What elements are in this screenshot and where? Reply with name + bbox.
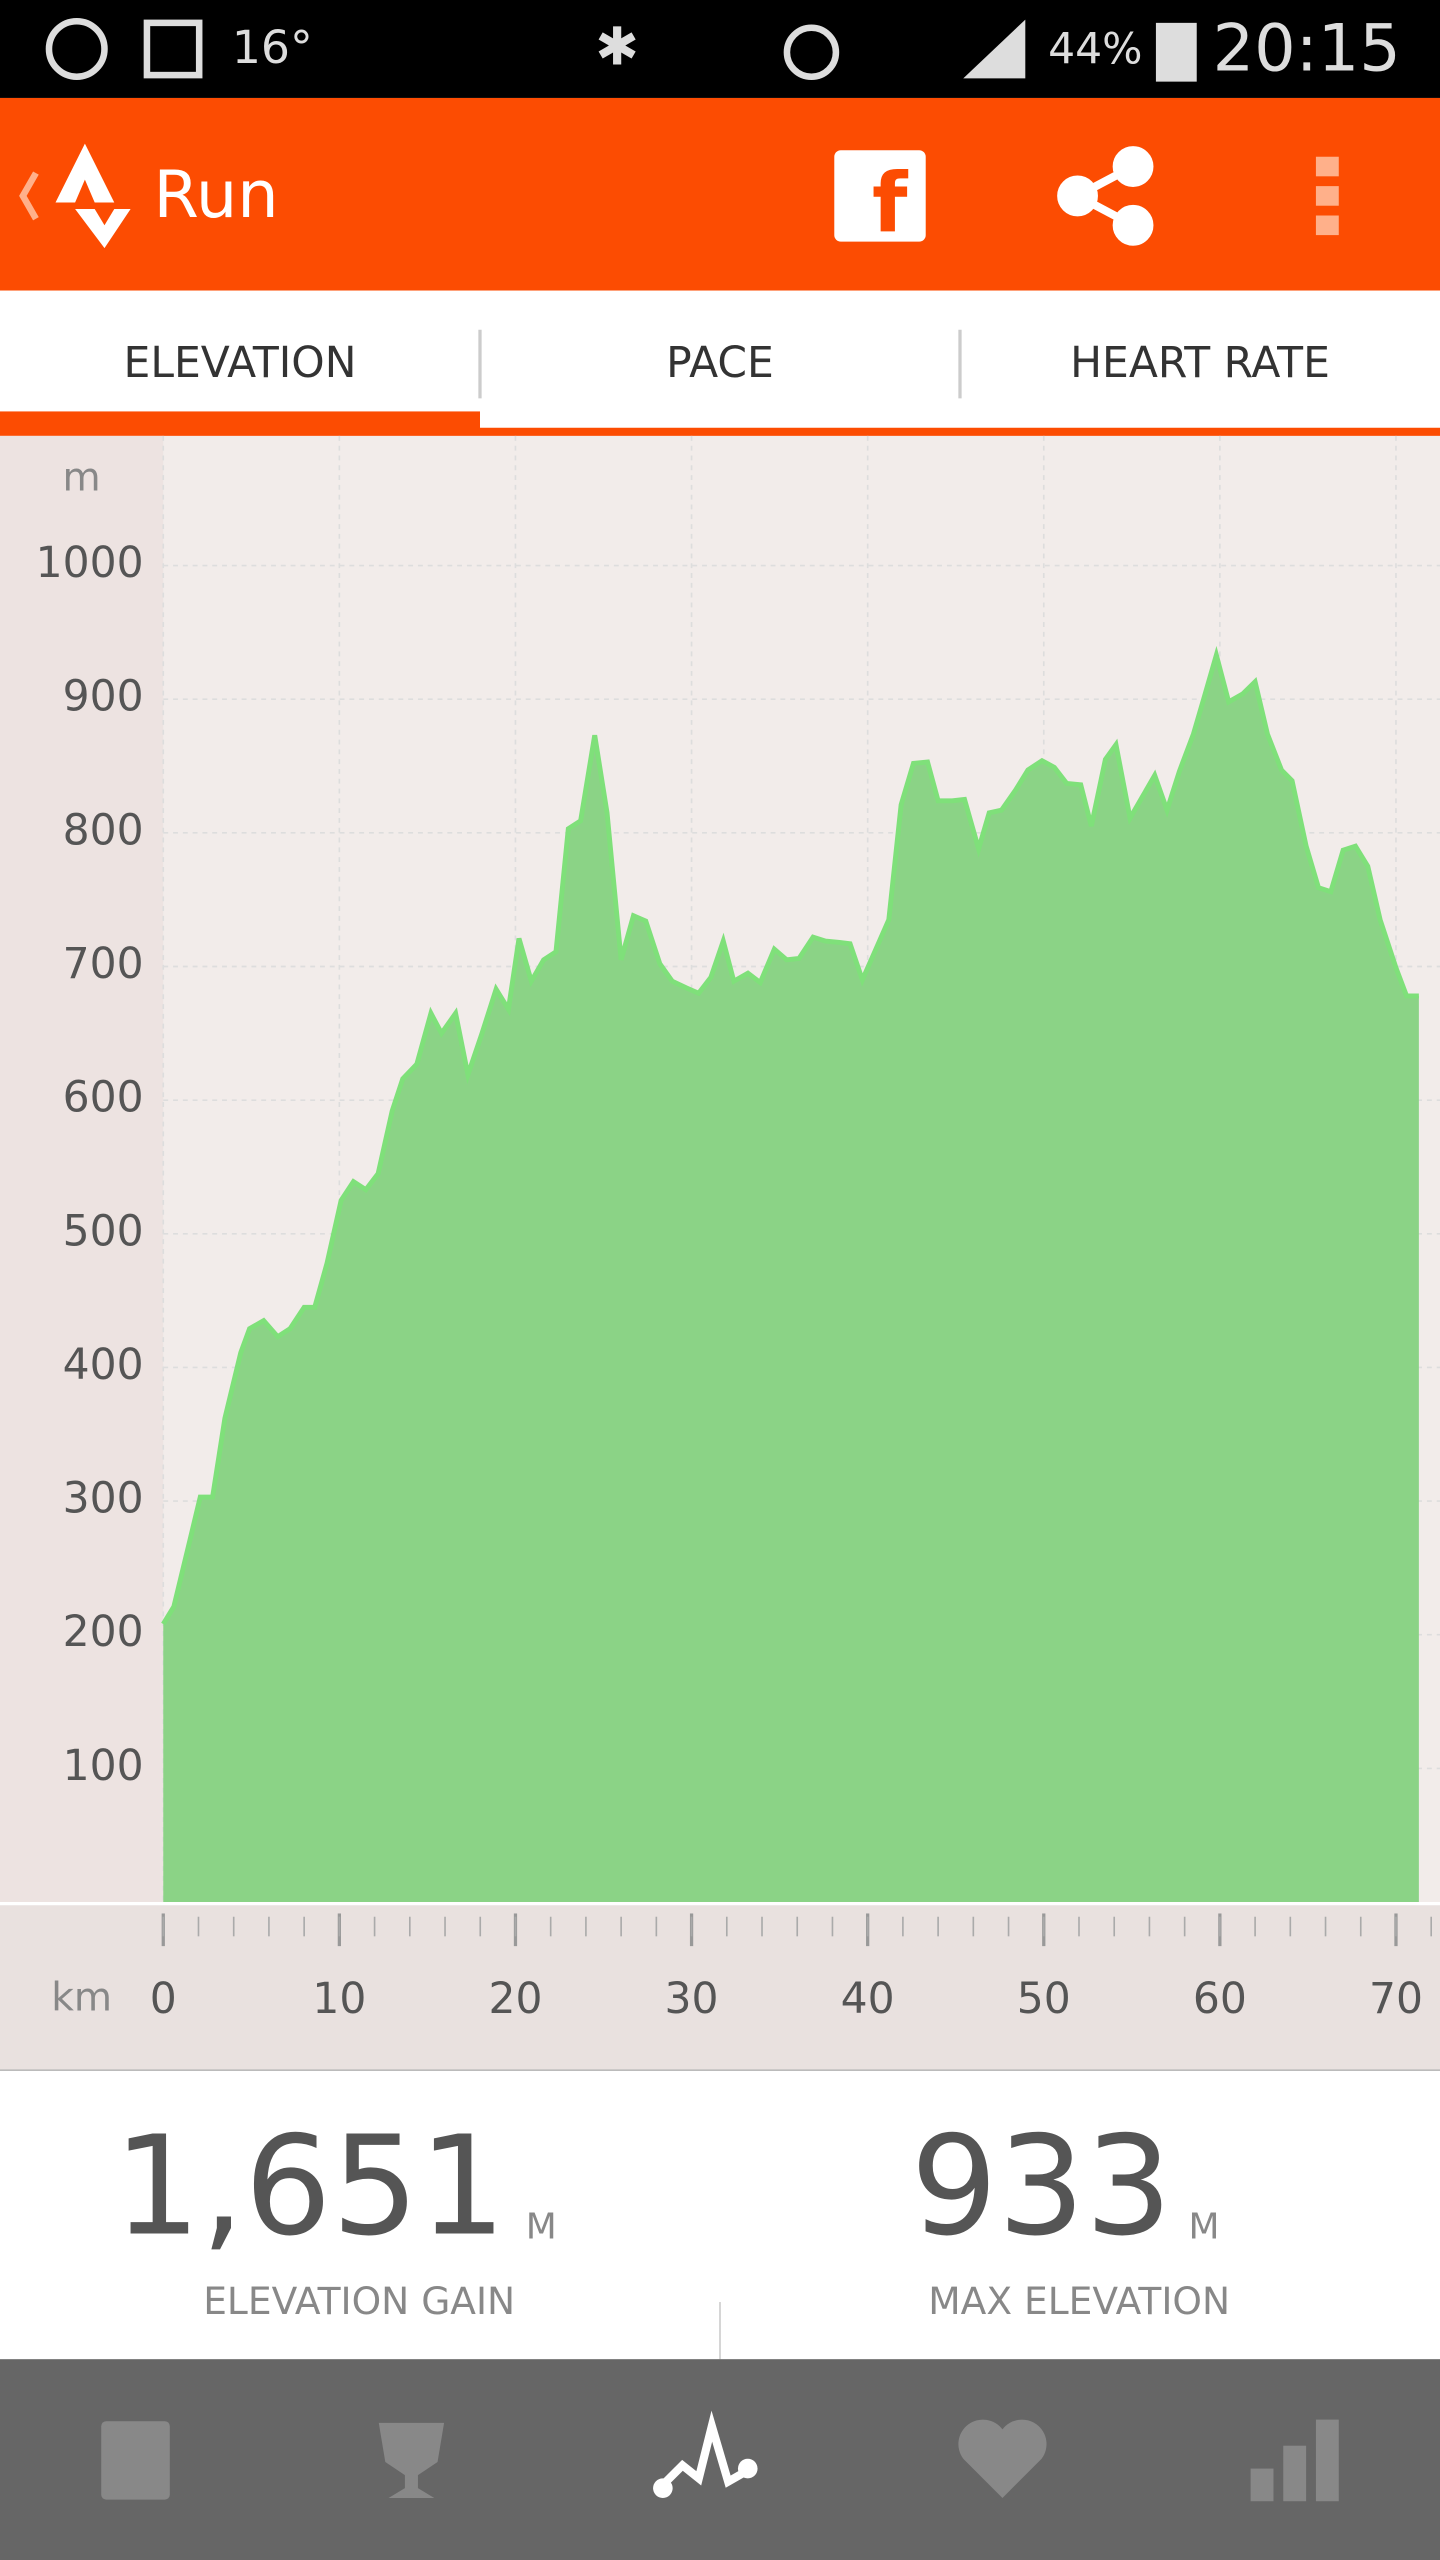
facebook-glyph: f: [872, 156, 909, 251]
y-tick-label: 600: [63, 1074, 144, 1123]
stat-value: 933: [911, 2108, 1173, 2267]
x-tick-label: 30: [665, 1975, 719, 2024]
bluetooth-icon: ✱: [595, 18, 639, 78]
clock: 20:15: [1213, 10, 1401, 86]
elevation-area: [163, 655, 1419, 1903]
stat-label: ELEVATION GAIN: [203, 2279, 515, 2323]
app-bar: [0, 97, 1440, 291]
x-tick-label: 20: [488, 1975, 542, 2024]
image-icon: [143, 19, 203, 79]
nav-analysis[interactable]: [656, 2410, 754, 2492]
chart: 100 200 300 400 500 600 700 800 900 1000 0 10 20 30 40…: [36, 435, 1440, 2024]
signal-icon: [963, 19, 1026, 79]
tab[interactable]: ELEVATION: [124, 339, 357, 388]
y-tick-label: 500: [63, 1207, 144, 1256]
y-axis-strip: [0, 435, 164, 1903]
battery-icon: [1155, 22, 1197, 82]
x-tick-label: 60: [1193, 1975, 1247, 2024]
alarm-icon: [783, 24, 840, 80]
y-axis-label: m: [63, 456, 101, 501]
stat-label: MAX ELEVATION: [928, 2279, 1230, 2323]
nav-stats[interactable]: [1250, 2419, 1339, 2502]
y-tick-label: 800: [63, 806, 144, 855]
tab-indicator: [0, 411, 480, 432]
y-tick-label: 900: [63, 673, 144, 722]
overflow-menu[interactable]: [1315, 156, 1339, 236]
app-title: Run: [153, 157, 278, 233]
back-button[interactable]: [19, 171, 39, 221]
elevation-line: [161, 645, 1419, 1626]
y-tick-label: 700: [63, 940, 144, 989]
y-tick-label: 100: [63, 1742, 144, 1791]
nav-analysis-dot: [737, 2458, 758, 2479]
status-bar: [0, 0, 1440, 98]
x-tick-label: 40: [841, 1975, 895, 2024]
nav-feed[interactable]: [101, 2421, 170, 2500]
strava-logo: [55, 143, 131, 249]
x-axis-strip: [0, 1902, 1440, 2071]
stat-unit: M: [1189, 2207, 1220, 2248]
y-tick-label: 1000: [36, 539, 144, 588]
x-tick-label: 70: [1369, 1975, 1423, 2024]
nav-analysis-dot: [653, 2478, 673, 2498]
battery-percent: 44%: [1048, 26, 1142, 75]
whatsapp-icon: [45, 17, 108, 80]
x-tick-label: 50: [1017, 1975, 1071, 2024]
share-button[interactable]: [1057, 146, 1154, 246]
nav-achievements[interactable]: [378, 2422, 445, 2498]
facebook-button[interactable]: [834, 150, 926, 242]
stat-value: 1,651: [114, 2108, 507, 2267]
y-tick-label: 300: [63, 1475, 144, 1524]
tab[interactable]: HEART RATE: [1070, 339, 1330, 388]
tab-underline: [0, 427, 1440, 436]
x-axis-label: km: [51, 1976, 112, 2021]
nav-heart[interactable]: [958, 2419, 1047, 2498]
temperature: 16°: [232, 21, 313, 74]
x-tick-label: 0: [150, 1975, 177, 2024]
x-tick-label: 10: [312, 1975, 366, 2024]
stat-unit: M: [526, 2207, 557, 2248]
y-tick-label: 400: [63, 1341, 144, 1390]
tab[interactable]: PACE: [666, 339, 774, 388]
y-tick-label: 200: [63, 1608, 144, 1657]
